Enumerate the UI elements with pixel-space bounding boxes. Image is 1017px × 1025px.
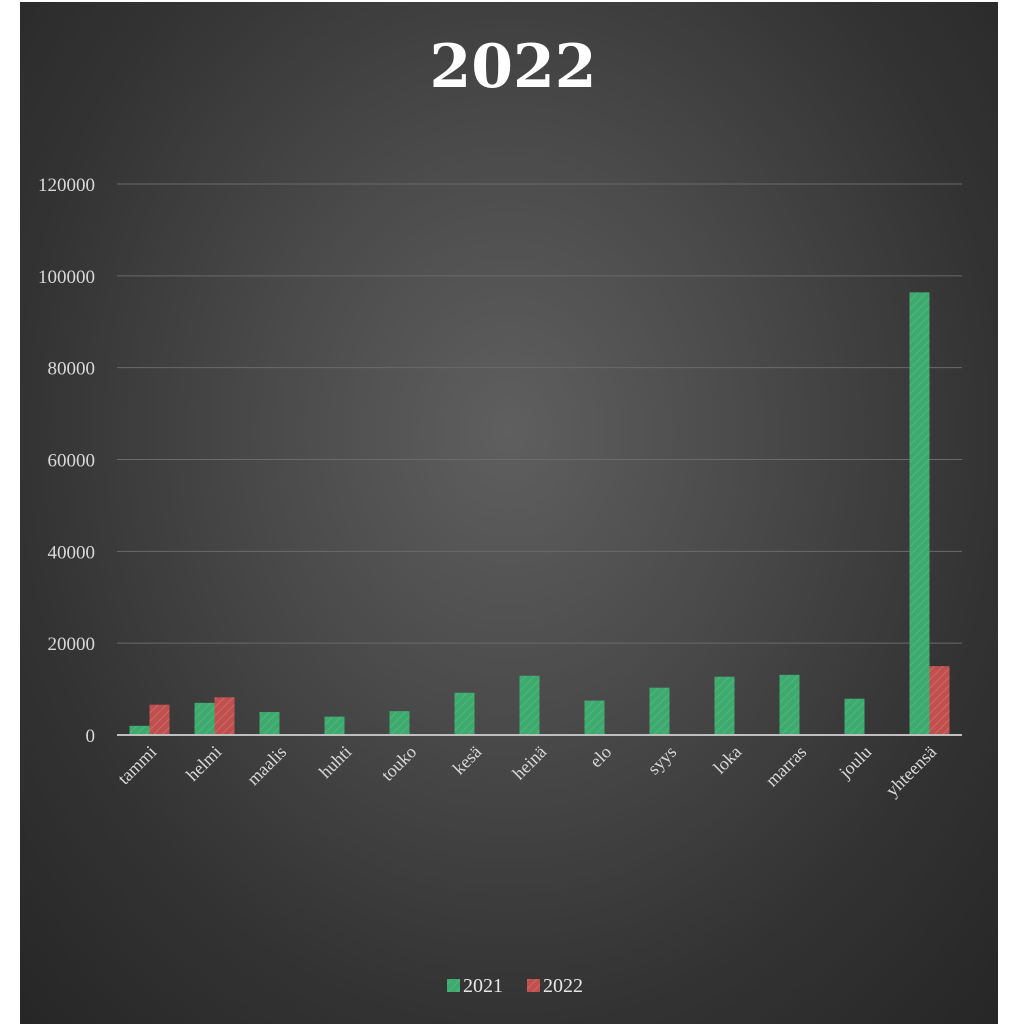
x-tick-label: huhti bbox=[315, 742, 355, 782]
gridlines bbox=[117, 183, 962, 644]
x-tick-label: joulu bbox=[834, 742, 875, 783]
x-tick-label: yhteensä bbox=[882, 742, 941, 801]
y-tick-label: 0 bbox=[86, 726, 96, 747]
x-axis-labels: tammi helmi maalis huhti touko kesä heinä elo sy… bbox=[114, 742, 941, 801]
bar-2022-tammi bbox=[149, 704, 170, 735]
bar-2021-kesä bbox=[454, 692, 475, 735]
x-tick-label: touko bbox=[377, 742, 420, 785]
bar-2021-touko bbox=[389, 711, 410, 735]
bar-2021-elo bbox=[584, 700, 605, 735]
bars bbox=[129, 292, 950, 735]
chart-title: 2022 bbox=[430, 32, 597, 102]
bar-2021-maalis bbox=[259, 712, 280, 735]
x-tick-label: tammi bbox=[114, 742, 161, 789]
y-tick-label: 80000 bbox=[48, 359, 96, 380]
bar-2021-helmi bbox=[194, 702, 215, 735]
bar-2021-joulu bbox=[844, 698, 865, 735]
y-tick-label: 20000 bbox=[48, 634, 96, 655]
bar-2021-tammi bbox=[129, 725, 150, 735]
y-tick-label: 60000 bbox=[48, 451, 96, 472]
bar-2021-huhti bbox=[324, 716, 345, 735]
bar-2021-syys bbox=[649, 687, 670, 735]
bar-2022-helmi bbox=[214, 697, 235, 735]
legend-swatch-2021 bbox=[447, 979, 460, 992]
x-tick-label: elo bbox=[586, 742, 616, 772]
legend: 2021 2022 bbox=[447, 975, 583, 997]
bar-2021-marras bbox=[779, 674, 800, 735]
bar-2021-loka bbox=[714, 676, 735, 735]
bar-chart: 2022 0 20000 40000 60000 80000 100000 120000 t… bbox=[38, 32, 962, 997]
x-tick-label: loka bbox=[709, 742, 745, 778]
legend-swatch-2022 bbox=[527, 979, 540, 992]
bar-2022-yhteensä bbox=[929, 666, 950, 735]
bar-2021-yhteensä bbox=[909, 292, 930, 735]
x-tick-label: syys bbox=[644, 742, 681, 779]
bar-2021-heinä bbox=[519, 675, 540, 735]
legend-label-2022: 2022 bbox=[543, 975, 583, 997]
y-axis-ticks: 0 20000 40000 60000 80000 100000 120000 bbox=[38, 175, 95, 747]
y-tick-label: 120000 bbox=[38, 175, 95, 196]
legend-label-2021: 2021 bbox=[463, 975, 503, 997]
x-tick-label: helmi bbox=[182, 742, 225, 785]
y-tick-label: 40000 bbox=[48, 542, 96, 563]
chart-area: 2022 0 20000 40000 60000 80000 100000 120000 t… bbox=[20, 2, 998, 1024]
x-tick-label: heinä bbox=[509, 742, 551, 784]
y-tick-label: 100000 bbox=[38, 267, 95, 288]
x-tick-label: kesä bbox=[449, 742, 486, 779]
x-tick-label: maalis bbox=[243, 742, 290, 789]
x-tick-label: marras bbox=[762, 742, 811, 791]
